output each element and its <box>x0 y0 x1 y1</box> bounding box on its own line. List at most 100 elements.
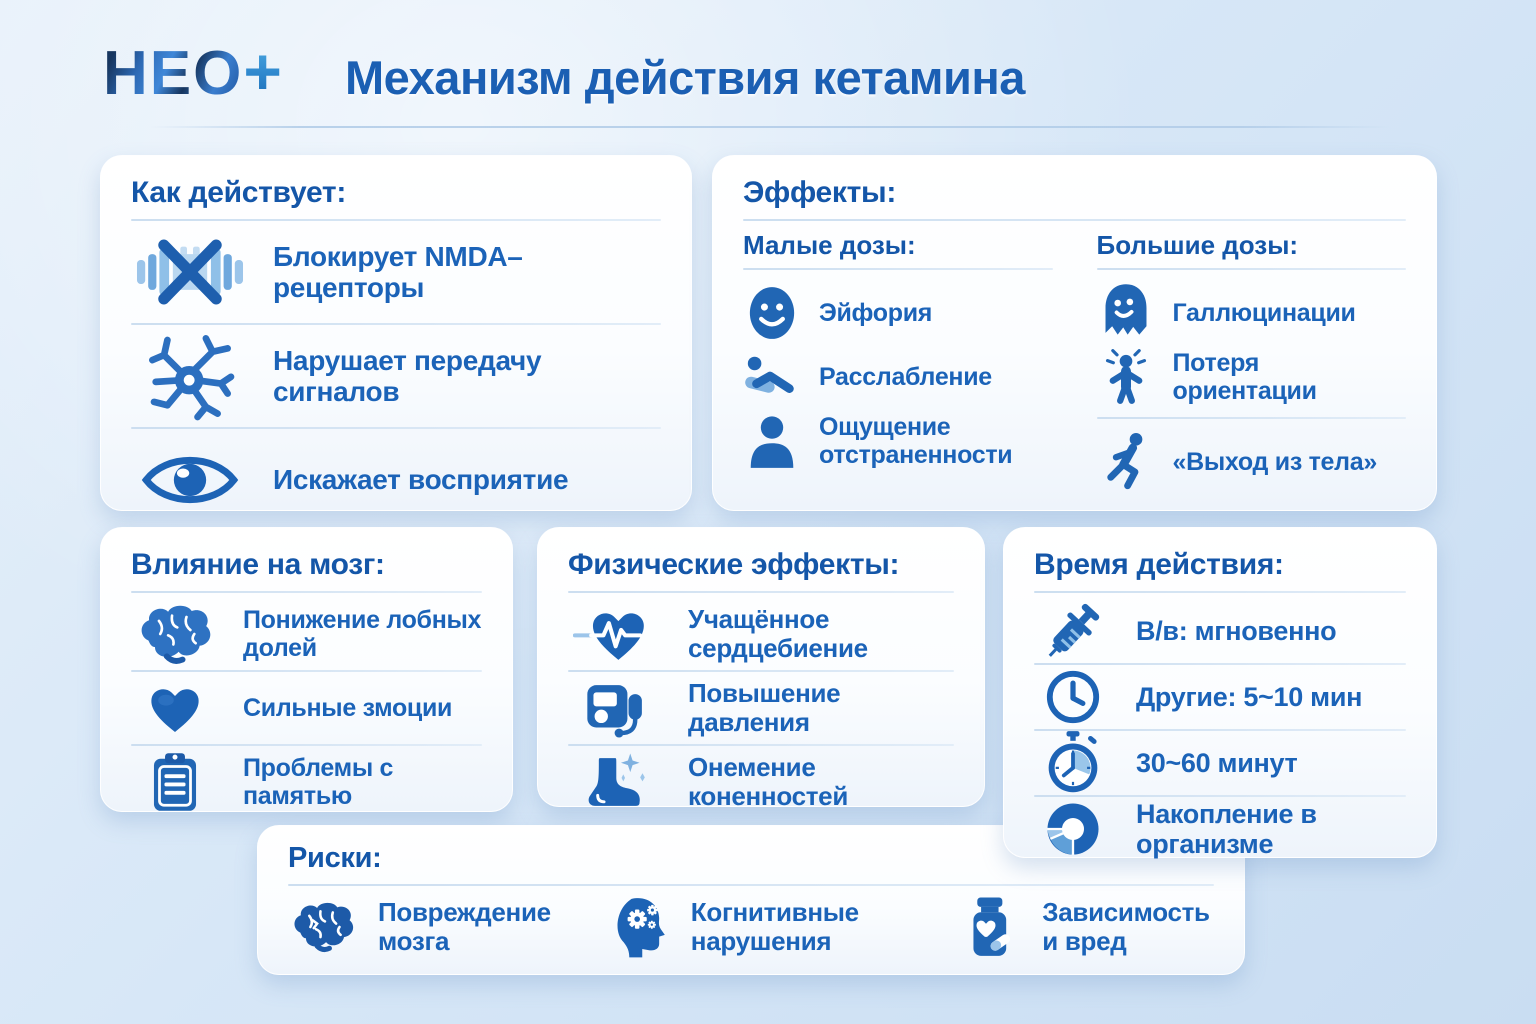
reclining-person-icon <box>743 348 801 406</box>
list-item: 30~60 минут <box>1034 731 1406 793</box>
list-item: Понижение лобных долей <box>131 602 482 666</box>
small-doses-column: Малые дозы: Эйфория <box>743 230 1053 498</box>
ghost-icon <box>1097 282 1155 344</box>
divider <box>288 884 1214 886</box>
item-label: В/в: мгновенно <box>1136 615 1337 646</box>
divider <box>131 219 661 221</box>
list-item: Онемение коненностей <box>568 750 954 814</box>
heart-pulse-icon <box>568 600 664 668</box>
card-title: Как действует: <box>131 176 347 209</box>
list-item: Повреждение мозга <box>288 896 551 956</box>
card-title: Эффекты: <box>743 176 897 209</box>
divider <box>743 219 1406 221</box>
list-item: Сильные змоции <box>131 676 482 740</box>
logo-text: НЕО <box>103 39 244 108</box>
person-bust-icon <box>743 411 801 471</box>
heart-icon <box>131 680 219 736</box>
item-label: «Выход из тела» <box>1172 448 1378 476</box>
list-item: Другие: 5~10 мин <box>1034 668 1406 726</box>
divider <box>1096 417 1406 419</box>
list-item: Когнитивные нарушения <box>609 895 904 959</box>
card-how-it-works: Как действует: Блокирует NMDA–рецепторы <box>100 155 692 511</box>
page-title: Механизм действия кетамина <box>345 51 1025 104</box>
card-effects: Эффекты: Малые дозы: Эйфория <box>712 155 1437 511</box>
logo-plus-icon: + <box>243 34 282 108</box>
divider <box>568 744 954 746</box>
card-time-of-action: Время действия: В/в: мгновенно <box>1003 527 1437 859</box>
divider <box>131 323 661 325</box>
nmda-receptor-blocked-icon <box>131 234 249 310</box>
item-label: Когнитивные нарушения <box>690 896 859 956</box>
item-label: Учащённое сердцебиение <box>688 603 868 663</box>
column-subtitle: Большие дозы: <box>1096 230 1299 260</box>
stopwatch-icon <box>1034 730 1112 796</box>
divider <box>1034 663 1406 665</box>
item-label: Другие: 5~10 мин <box>1136 681 1363 712</box>
list-item: В/в: мгновенно <box>1034 602 1406 660</box>
divider <box>568 591 954 593</box>
smiley-face-icon <box>743 284 801 342</box>
card-title: Риски: <box>288 842 382 874</box>
syringe-icon <box>1034 597 1112 665</box>
blood-pressure-icon <box>568 677 664 739</box>
list-item: Зависимость и вред <box>962 896 1214 958</box>
card-brain-influence: Влияние на мозг: Понижение лобных долей … <box>100 527 513 812</box>
brain-icon <box>131 601 219 667</box>
item-label: Накопление в организме <box>1136 798 1317 859</box>
list-item: Проблемы с памятью <box>131 750 482 814</box>
item-label: Понижение лобных долей <box>243 606 482 662</box>
divider <box>1034 591 1406 593</box>
column-subtitle: Малые дозы: <box>743 230 916 260</box>
item-label: Зависимость и вред <box>1042 896 1210 956</box>
list-item: Повышение давления <box>568 676 954 740</box>
list-item: Накопление в организме <box>1034 798 1406 859</box>
list-item: «Выход из тела» <box>1097 428 1407 496</box>
divider <box>131 744 482 746</box>
floating-person-icon <box>1097 428 1155 496</box>
neuron-icon <box>131 330 249 422</box>
divider <box>568 670 954 672</box>
item-label: Сильные змоции <box>243 694 453 722</box>
clipboard-icon <box>131 751 219 813</box>
divider <box>131 670 482 672</box>
divider <box>150 126 1390 128</box>
numb-foot-icon <box>568 750 664 814</box>
item-label: Нарушает передачу сигналов <box>273 344 542 407</box>
head-gears-icon <box>609 895 671 959</box>
list-item: Расслабление <box>743 346 1053 408</box>
divider <box>1034 729 1406 731</box>
item-label: Проблемы с памятью <box>243 754 394 810</box>
list-item: Потеря ориентации <box>1097 346 1407 408</box>
item-label: Эйфория <box>819 299 933 327</box>
damaged-brain-icon <box>288 899 358 955</box>
divider <box>1096 268 1406 270</box>
item-label: Потеря ориентации <box>1172 349 1317 405</box>
item-label: Онемение коненностей <box>688 751 848 811</box>
item-label: 30~60 минут <box>1136 747 1298 778</box>
accumulation-donut-icon <box>1034 800 1112 858</box>
large-doses-column: Большие дозы: Галлюцинации <box>1096 230 1407 498</box>
item-label: Ощущение отстраненности <box>819 413 1013 469</box>
card-physical-effects: Физические эффекты: Учащённое сердцебиен… <box>537 527 985 811</box>
clock-icon <box>1034 668 1112 726</box>
item-label: Расслабление <box>819 363 992 391</box>
card-title: Физические эффекты: <box>568 548 900 581</box>
list-item: Галлюцинации <box>1097 282 1407 344</box>
list-item: Ощущение отстраненности <box>743 410 1053 472</box>
item-label: Повышение давления <box>688 677 841 737</box>
list-item: Блокирует NMDA–рецепторы <box>131 230 661 314</box>
pill-bottle-icon <box>962 896 1022 958</box>
divider <box>1034 795 1406 797</box>
card-title: Влияние на мозг: <box>131 548 385 581</box>
item-label: Повреждение мозга <box>378 896 551 956</box>
list-item: Нарушает передачу сигналов <box>131 334 661 421</box>
card-title: Время действия: <box>1034 548 1284 581</box>
list-item: Эйфория <box>743 282 1053 344</box>
item-label: Галлюцинации <box>1172 299 1356 327</box>
item-label: Блокирует NMDA–рецепторы <box>273 240 523 303</box>
disoriented-person-icon <box>1097 348 1155 406</box>
list-item: Искажает восприятие <box>131 438 661 522</box>
eye-icon <box>131 447 249 513</box>
list-item: Учащённое сердцебиение <box>568 602 954 666</box>
